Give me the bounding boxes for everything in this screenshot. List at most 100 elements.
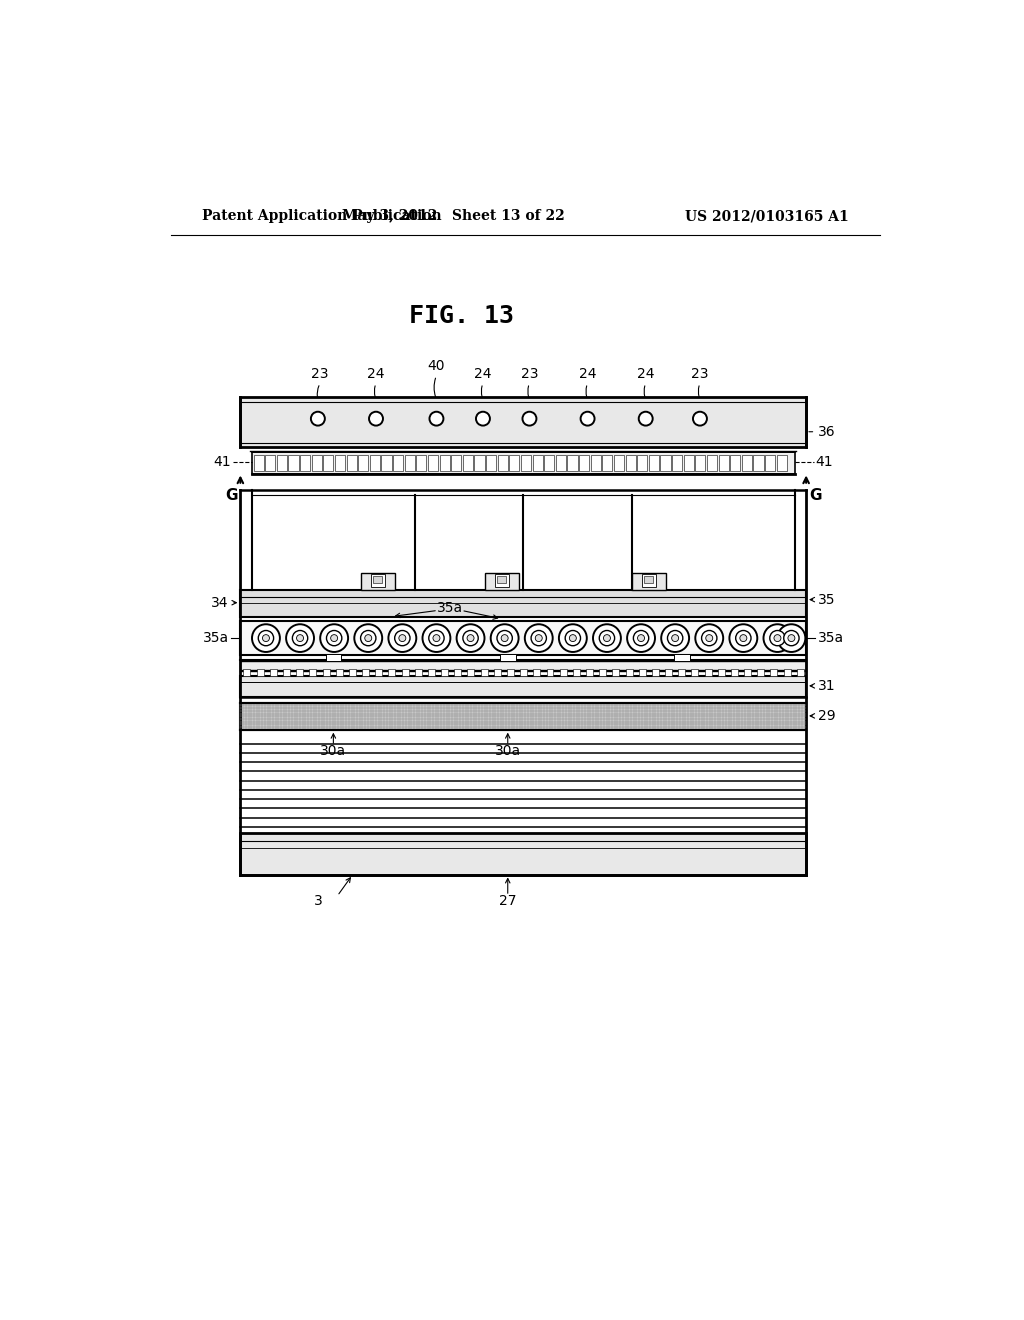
Bar	[486, 454, 496, 471]
Bar	[741, 454, 752, 471]
Bar	[707, 454, 717, 471]
Bar	[265, 454, 275, 471]
Bar	[270, 669, 276, 676]
Bar	[283, 669, 290, 676]
Text: 36: 36	[818, 425, 836, 438]
Circle shape	[706, 635, 713, 642]
Bar	[358, 454, 369, 471]
Text: 24: 24	[579, 367, 596, 381]
Circle shape	[331, 635, 338, 642]
Bar	[626, 669, 633, 676]
Circle shape	[774, 635, 781, 642]
Bar	[360, 573, 394, 590]
Circle shape	[476, 412, 489, 425]
Bar	[770, 669, 777, 676]
Bar	[494, 669, 501, 676]
Text: 31: 31	[818, 678, 836, 693]
Bar	[404, 454, 415, 471]
Circle shape	[262, 635, 269, 642]
Bar	[521, 454, 531, 471]
Circle shape	[603, 635, 610, 642]
Text: US 2012/0103165 A1: US 2012/0103165 A1	[685, 209, 849, 223]
Circle shape	[787, 635, 795, 642]
Circle shape	[634, 631, 649, 645]
Bar	[335, 454, 345, 471]
Bar	[612, 669, 620, 676]
Text: 35a: 35a	[436, 601, 463, 615]
Bar	[500, 655, 515, 661]
Circle shape	[639, 412, 652, 425]
Bar	[370, 454, 380, 471]
Bar	[252, 451, 795, 474]
Bar	[375, 669, 382, 676]
Bar	[241, 397, 806, 447]
Bar	[509, 454, 519, 471]
Circle shape	[252, 624, 280, 652]
Bar	[672, 454, 682, 471]
Bar	[393, 454, 403, 471]
Bar	[695, 454, 706, 471]
Circle shape	[394, 631, 410, 645]
Bar	[401, 669, 409, 676]
Bar	[644, 576, 653, 583]
Text: 23: 23	[311, 367, 329, 381]
Text: 27: 27	[499, 895, 516, 908]
Circle shape	[433, 635, 440, 642]
Bar	[684, 454, 693, 471]
Bar	[381, 454, 391, 471]
Circle shape	[764, 624, 792, 652]
Bar	[455, 669, 461, 676]
Circle shape	[693, 412, 707, 425]
Bar	[480, 669, 487, 676]
Bar	[309, 669, 316, 676]
Bar	[719, 454, 729, 471]
Circle shape	[627, 624, 655, 652]
Bar	[373, 576, 382, 583]
Bar	[758, 669, 764, 676]
Bar	[637, 454, 647, 471]
Circle shape	[463, 631, 478, 645]
Circle shape	[638, 635, 644, 642]
Text: 41: 41	[815, 455, 834, 469]
Text: 40: 40	[428, 359, 445, 374]
Bar	[300, 454, 310, 471]
Bar	[520, 669, 527, 676]
Circle shape	[369, 412, 383, 425]
Circle shape	[360, 631, 376, 645]
Bar	[498, 454, 508, 471]
Circle shape	[524, 624, 553, 652]
Bar	[441, 669, 449, 676]
Bar	[776, 454, 786, 471]
Bar	[783, 669, 791, 676]
Bar	[691, 669, 698, 676]
Circle shape	[293, 631, 308, 645]
Bar	[289, 454, 299, 471]
Circle shape	[695, 624, 723, 652]
Bar	[241, 833, 806, 875]
Bar	[276, 454, 287, 471]
Text: 35a: 35a	[818, 631, 844, 645]
Bar	[547, 669, 554, 676]
Bar	[614, 454, 624, 471]
Text: May 3, 2012   Sheet 13 of 22: May 3, 2012 Sheet 13 of 22	[342, 209, 565, 223]
Bar	[257, 669, 263, 676]
Text: 34: 34	[211, 595, 228, 610]
Circle shape	[522, 412, 537, 425]
Bar	[497, 576, 506, 583]
Circle shape	[327, 631, 342, 645]
Bar	[241, 676, 806, 697]
Bar	[626, 454, 636, 471]
Bar	[556, 454, 566, 471]
Bar	[324, 454, 334, 471]
Bar	[241, 661, 806, 671]
Bar	[602, 454, 612, 471]
Bar	[754, 454, 764, 471]
Circle shape	[399, 635, 406, 642]
Bar	[484, 573, 518, 590]
Bar	[474, 454, 484, 471]
Circle shape	[388, 624, 417, 652]
Bar	[705, 669, 712, 676]
Text: 30a: 30a	[495, 744, 521, 758]
Bar	[241, 590, 806, 616]
Bar	[371, 574, 385, 586]
